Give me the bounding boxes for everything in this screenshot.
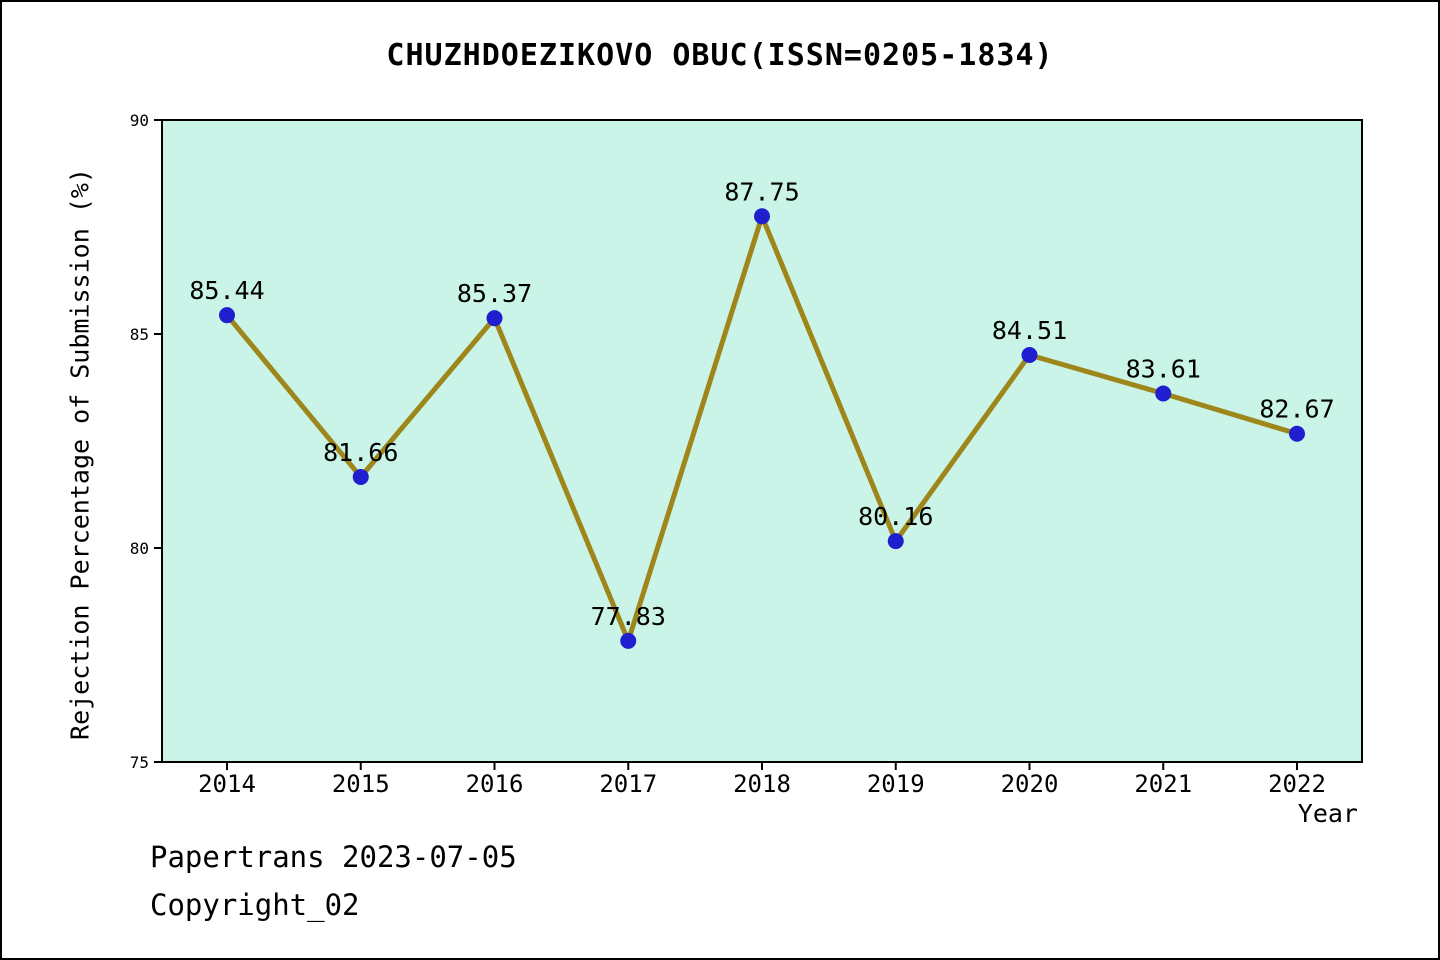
x-tick-label-2014: 2014	[198, 770, 256, 798]
data-point-2015	[352, 468, 369, 485]
data-label-2019: 80.16	[858, 502, 933, 531]
footer-papertrans: Papertrans 2023-07-05	[150, 840, 517, 874]
x-tick-label-2016: 2016	[466, 770, 524, 798]
data-point-2020	[1021, 346, 1038, 363]
x-tick-label-2017: 2017	[599, 770, 657, 798]
data-point-2014	[219, 307, 235, 324]
plot-area	[161, 119, 1363, 763]
x-tick-label-2021: 2021	[1134, 770, 1192, 798]
y-tick-label-75: 75	[130, 753, 149, 772]
x-axis-label: Year	[1297, 799, 1358, 828]
data-point-2021	[1155, 385, 1172, 402]
y-tick-label-85: 85	[130, 325, 149, 344]
data-label-2014: 85.44	[189, 276, 264, 305]
data-label-2022: 82.67	[1259, 395, 1334, 424]
x-tick-label-2020: 2020	[1001, 770, 1059, 798]
x-tick-label-2018: 2018	[733, 770, 791, 798]
data-point-2018	[754, 208, 770, 225]
data-point-2016	[486, 310, 503, 327]
footer-copyright: Copyright_02	[150, 888, 360, 922]
data-label-2020: 84.51	[992, 316, 1067, 345]
data-label-2017: 77.83	[591, 602, 666, 631]
data-label-2016: 85.37	[457, 279, 532, 308]
chart-title: CHUZHDOEZIKOVO OBUC(ISSN=0205-1834)	[386, 38, 1054, 73]
x-tick-label-2019: 2019	[867, 770, 925, 798]
data-point-2017	[620, 632, 637, 649]
x-tick-label-2015: 2015	[332, 770, 390, 798]
data-point-2019	[887, 533, 904, 550]
data-label-2018: 87.75	[724, 177, 799, 206]
y-tick-label-80: 80	[130, 539, 149, 558]
y-tick-label-90: 90	[130, 111, 149, 130]
data-label-2021: 83.61	[1126, 354, 1201, 383]
data-point-2022	[1289, 425, 1305, 442]
data-label-2015: 81.66	[323, 438, 398, 467]
x-tick-label-2022: 2022	[1268, 770, 1326, 798]
